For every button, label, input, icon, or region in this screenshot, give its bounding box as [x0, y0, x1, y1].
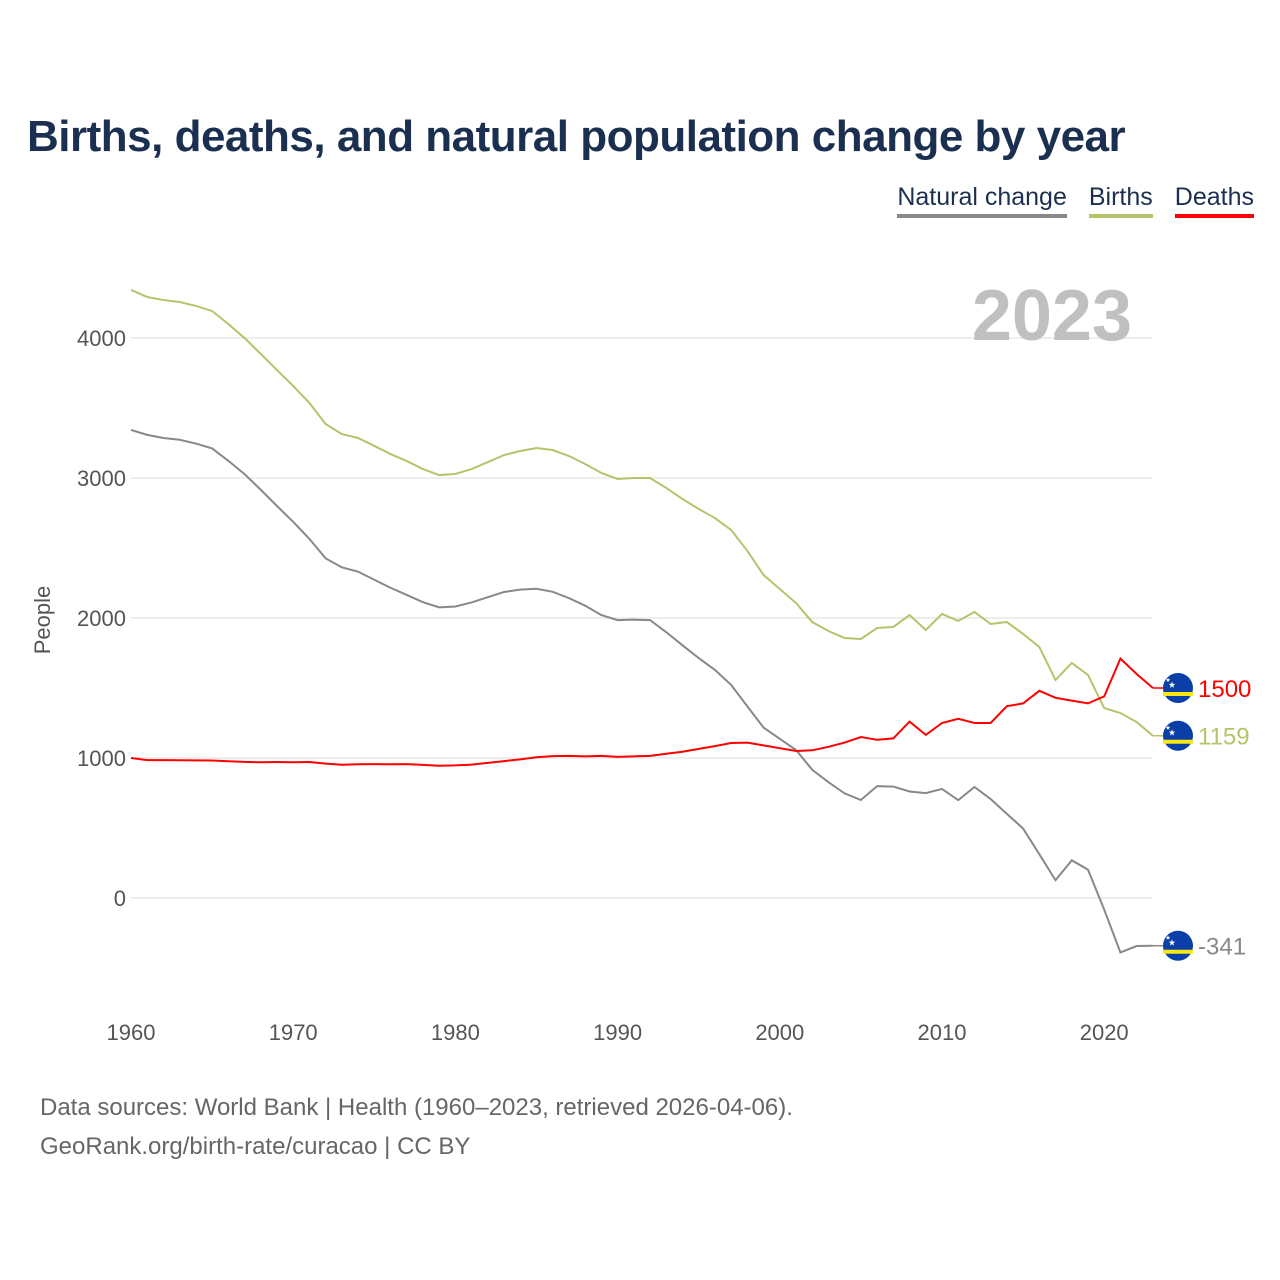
y-tick-label: 3000: [77, 466, 126, 491]
y-tick-label: 1000: [77, 746, 126, 771]
series-line-births: [130, 289, 1154, 737]
x-tick-label: 2000: [755, 1020, 804, 1045]
chart-title: Births, deaths, and natural population c…: [27, 112, 1126, 161]
y-axis-label: People: [30, 586, 55, 655]
flag-star-icon: [1165, 935, 1171, 940]
y-tick-label: 4000: [77, 326, 126, 351]
flag-star-icon: [1165, 725, 1171, 730]
curacao-flag-icon: [1163, 720, 1193, 751]
x-tick-label: 2010: [918, 1020, 967, 1045]
y-tick-label: 2000: [77, 606, 126, 631]
flag-stripe: [1163, 739, 1193, 744]
flag-star-icon: [1168, 729, 1176, 736]
flag-disc: [1163, 720, 1193, 751]
curacao-flag-icon: [1163, 673, 1193, 703]
flag-stripe: [1163, 692, 1193, 696]
source-note: Data sources: World Bank | Health (1960–…: [40, 1088, 793, 1166]
series-line-natural-change: [130, 429, 1153, 954]
flag-star-icon: [1165, 677, 1171, 683]
end-value-label: 1500: [1198, 676, 1251, 703]
end-value-label: -341: [1198, 934, 1246, 961]
flag-star-icon: [1168, 939, 1176, 946]
end-value-label: 1159: [1198, 724, 1250, 751]
flag-disc: [1163, 673, 1193, 703]
legend-natural-change[interactable]: Natural change: [897, 183, 1067, 218]
source-line-1: Data sources: World Bank | Health (1960–…: [40, 1094, 793, 1121]
flag-stripe: [1163, 949, 1193, 954]
legend-births[interactable]: Births: [1088, 183, 1153, 218]
legend-deaths[interactable]: Deaths: [1174, 183, 1254, 218]
flag-star-icon: [1168, 681, 1176, 688]
x-tick-label: 1990: [593, 1020, 642, 1045]
year-watermark: 2023: [972, 276, 1132, 356]
curacao-flag-icon: [1163, 930, 1193, 961]
x-tick-label: 1970: [269, 1020, 318, 1045]
x-tick-label: 1960: [107, 1020, 156, 1045]
x-tick-label: 1980: [431, 1020, 480, 1045]
x-tick-label: 2020: [1080, 1020, 1129, 1045]
y-tick-label: 0: [114, 886, 126, 911]
legend: Natural change Births Deaths: [897, 183, 1254, 218]
source-line-2[interactable]: GeoRank.org/birth-rate/curacao | CC BY: [40, 1133, 471, 1160]
series-line-deaths: [130, 656, 1154, 767]
flag-disc: [1163, 930, 1193, 961]
